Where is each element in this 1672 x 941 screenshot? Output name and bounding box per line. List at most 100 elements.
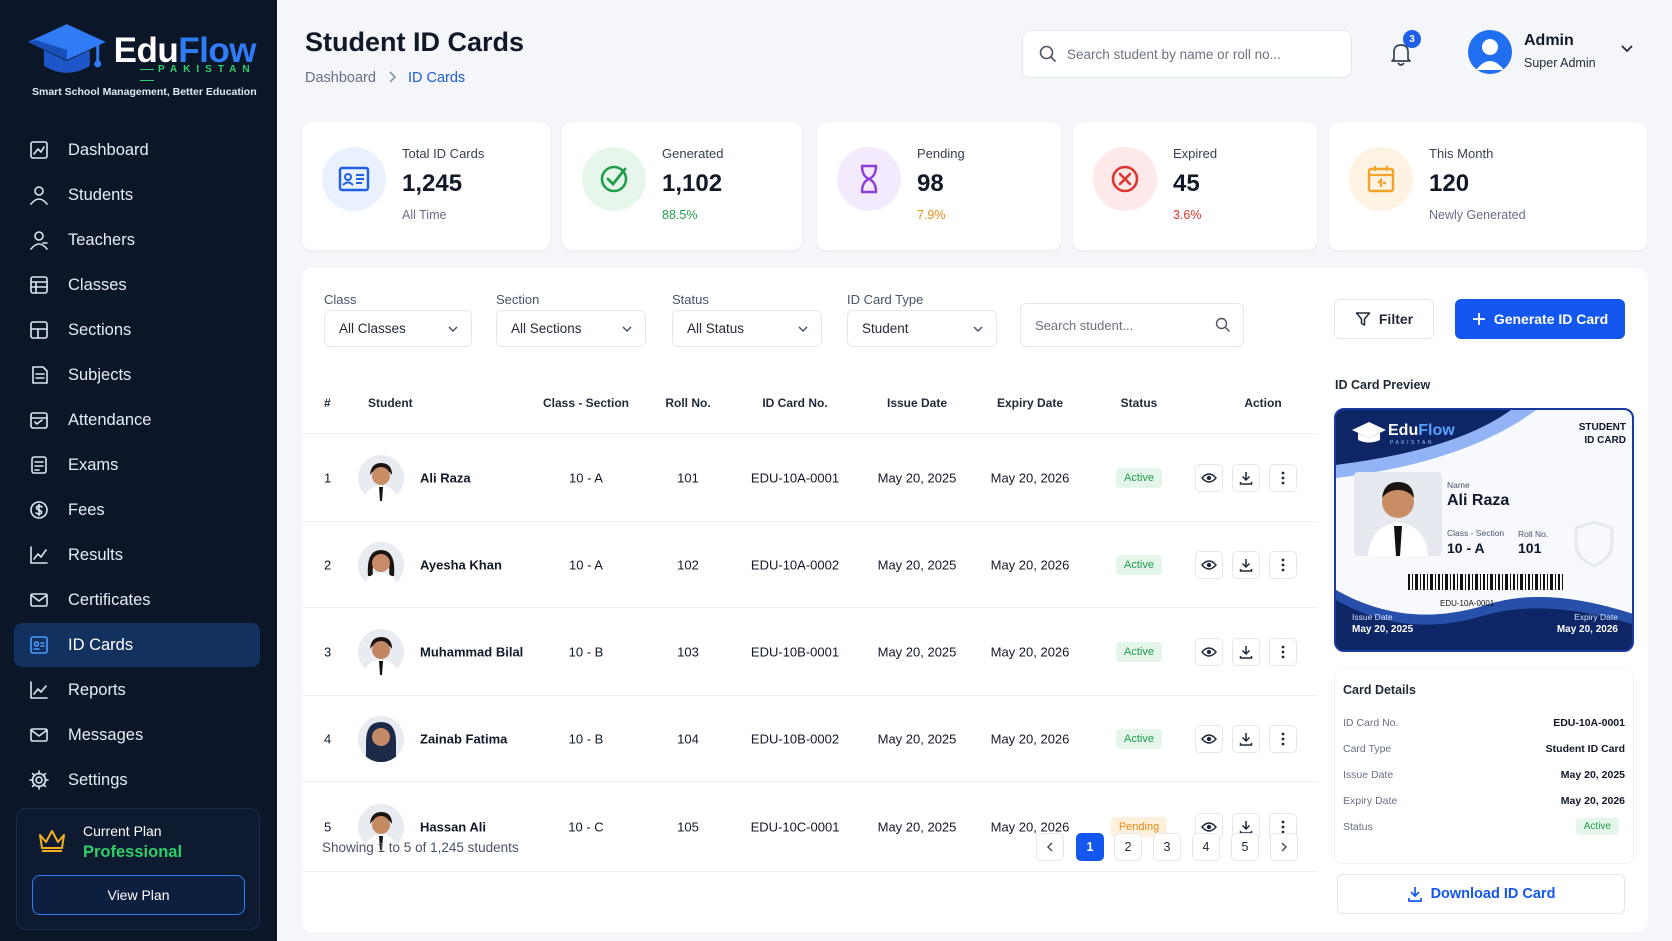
download-icon (1239, 559, 1253, 572)
graduation-cap-icon (27, 24, 106, 73)
student-name: Ali Raza (420, 470, 471, 486)
detail-value-status: Active (1575, 818, 1619, 835)
crown-icon (39, 830, 65, 852)
table-row[interactable]: 1 Ali Raza 10 - A 101 EDU-10A-0001 May 20, 20… (302, 434, 1318, 522)
table-row[interactable]: 2 Ayesha Khan 10 - A 102 EDU-10A-0002 May 20,… (302, 522, 1318, 608)
view-button[interactable] (1195, 638, 1223, 666)
id-card-roll-label: Roll No. (1518, 529, 1549, 539)
brand-logo[interactable]: EduFlow PAKISTAN Smart School Management… (26, 20, 257, 98)
breadcrumb-id-cards[interactable]: ID Cards (407, 70, 466, 86)
card-type-select[interactable]: Student (847, 310, 997, 347)
eye-icon (1201, 647, 1217, 657)
col-expiry-date: Expiry Date (996, 396, 1064, 410)
status-select[interactable]: All Status (672, 310, 822, 347)
user-avatar-icon (1476, 39, 1504, 70)
class-select-value: All Classes (339, 321, 406, 336)
expiry-date: May 20, 2026 (990, 470, 1070, 486)
generate-id-card-button[interactable]: Generate ID Card (1455, 299, 1625, 339)
class-select[interactable]: All Classes (324, 310, 472, 347)
brand-name-part1: Edu (113, 30, 179, 70)
more-options-button[interactable] (1269, 464, 1297, 492)
sidebar-item-attendance[interactable]: Attendance (14, 398, 260, 442)
prev-page-button[interactable] (1036, 833, 1064, 861)
more-vertical-icon (1281, 558, 1285, 572)
download-button[interactable] (1232, 551, 1260, 579)
download-button[interactable] (1232, 725, 1260, 753)
stat-value: 120 (1429, 170, 1470, 197)
sidebar-item-label: Dashboard (68, 140, 149, 159)
stat-value: 1,245 (402, 170, 463, 197)
view-plan-button[interactable]: View Plan (32, 875, 245, 915)
page-button-3[interactable]: 3 (1153, 833, 1181, 861)
sidebar-item-dashboard[interactable]: Dashboard (14, 128, 260, 172)
sidebar-item-exams[interactable]: Exams (14, 443, 260, 487)
sidebar-item-classes[interactable]: Classes (14, 263, 260, 307)
attendance-icon (28, 409, 50, 431)
stat-sub: 3.6% (1173, 208, 1202, 222)
global-search[interactable] (1022, 30, 1352, 78)
calendar-icon (1349, 147, 1413, 211)
id-card-brand-part2: Flow (1418, 422, 1455, 439)
sidebar-item-settings[interactable]: Settings (14, 758, 260, 802)
download-icon (1407, 887, 1422, 902)
filter-button[interactable]: Filter (1334, 299, 1434, 339)
breadcrumb-dashboard[interactable]: Dashboard (305, 70, 376, 86)
status-badge: Active (1116, 729, 1162, 749)
view-button[interactable] (1195, 551, 1223, 579)
download-id-card-button[interactable]: Download ID Card (1337, 874, 1625, 914)
student-search[interactable] (1020, 303, 1244, 347)
table-row[interactable]: 4 Zainab Fatima 10 - B 104 EDU-10B-0002 May 2… (302, 696, 1318, 782)
view-button[interactable] (1195, 464, 1223, 492)
table-row[interactable]: 3 Muhammad Bilal 10 - B 103 EDU-10B-0001 May … (302, 608, 1318, 696)
eye-icon (1201, 734, 1217, 744)
next-page-button[interactable] (1270, 833, 1298, 861)
sidebar-item-results[interactable]: Results (14, 533, 260, 577)
sidebar-item-label: Settings (68, 770, 128, 789)
chevron-down-icon[interactable] (1620, 44, 1634, 54)
certificates-icon (28, 589, 50, 611)
download-icon (1239, 733, 1253, 746)
more-options-button[interactable] (1269, 725, 1297, 753)
page-button-1[interactable]: 1 (1076, 833, 1104, 861)
search-icon (1215, 317, 1230, 332)
sidebar-item-label: Classes (68, 275, 127, 294)
sidebar-item-certificates[interactable]: Certificates (14, 578, 260, 622)
sidebar-item-subjects[interactable]: Subjects (14, 353, 260, 397)
section-select[interactable]: All Sections (496, 310, 646, 347)
page-button-2[interactable]: 2 (1114, 833, 1142, 861)
avatar[interactable] (1468, 30, 1512, 74)
id-card-type-label-line: ID CARD (1584, 434, 1626, 446)
global-search-input[interactable] (1067, 46, 1327, 62)
sidebar-item-label: Teachers (68, 230, 135, 249)
table-row[interactable]: 5 Hassan Ali 10 - C 105 EDU-10C-0001 May 20, … (302, 782, 1318, 872)
download-button[interactable] (1232, 464, 1260, 492)
download-button[interactable] (1232, 638, 1260, 666)
stat-sub: 7.9% (917, 208, 946, 222)
chevron-right-icon (1281, 842, 1288, 852)
sidebar-item-messages[interactable]: Messages (14, 713, 260, 757)
more-options-button[interactable] (1269, 638, 1297, 666)
issue-date: May 20, 2025 (877, 644, 957, 660)
card-details-title: Card Details (1343, 683, 1416, 697)
view-button[interactable] (1195, 725, 1223, 753)
sidebar-item-students[interactable]: Students (14, 173, 260, 217)
exams-icon (28, 454, 50, 476)
more-vertical-icon (1281, 820, 1285, 834)
status-badge: Pending (1110, 817, 1168, 837)
page-button-5[interactable]: 5 (1231, 833, 1259, 861)
student-avatar (358, 542, 404, 588)
sidebar-item-fees[interactable]: Fees (14, 488, 260, 532)
student-search-input[interactable] (1035, 317, 1205, 333)
eye-icon (1201, 473, 1217, 483)
more-options-button[interactable] (1269, 551, 1297, 579)
filter-status-label: Status (672, 292, 709, 307)
card-details: Card Details ID Card No. EDU-10A-0001 Card… (1334, 668, 1634, 864)
sidebar-item-sections[interactable]: Sections (14, 308, 260, 352)
sidebar-item-teachers[interactable]: Teachers (14, 218, 260, 262)
stat-card-generated: Generated 1,102 88.5% (562, 122, 802, 250)
sidebar-item-reports[interactable]: Reports (14, 668, 260, 712)
page-button-4[interactable]: 4 (1192, 833, 1220, 861)
status-select-value: All Status (687, 321, 745, 336)
sidebar-item-id-cards[interactable]: ID Cards (14, 623, 260, 667)
bell-icon[interactable] (1388, 40, 1414, 68)
